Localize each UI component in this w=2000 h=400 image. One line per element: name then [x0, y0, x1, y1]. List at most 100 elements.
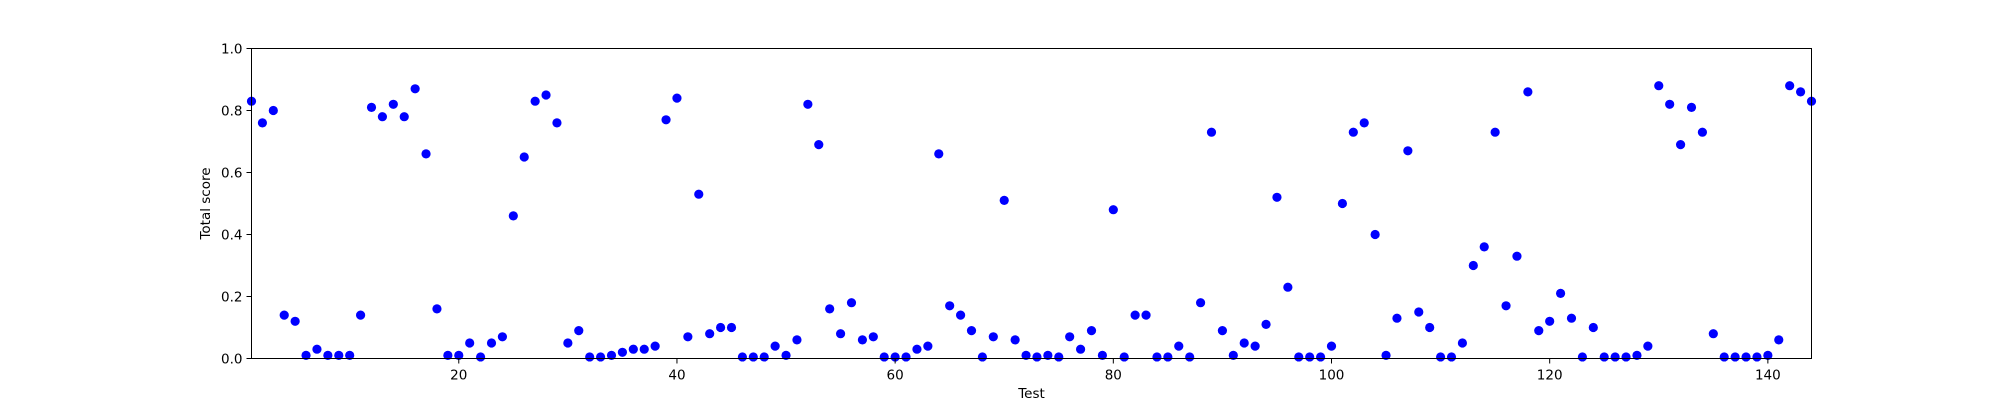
data-point [1446, 352, 1457, 362]
data-point [475, 352, 486, 362]
data-point [1763, 350, 1773, 360]
data-point [934, 149, 944, 159]
data-point [1686, 102, 1697, 112]
plot-frame [251, 48, 1812, 359]
data-point [628, 344, 638, 354]
data-point [661, 115, 671, 125]
data-point [879, 352, 889, 362]
data-point [1283, 282, 1293, 292]
data-point [1065, 332, 1075, 342]
data-point [1359, 118, 1369, 128]
data-point [1468, 260, 1478, 271]
x-tick-label: 140 [1755, 368, 1781, 384]
data-point [1719, 352, 1729, 362]
data-point [334, 350, 344, 360]
data-point [1414, 307, 1424, 317]
data-point [312, 344, 322, 354]
data-point [825, 304, 835, 314]
data-point [399, 112, 409, 122]
data-point [1195, 298, 1206, 308]
data-point [781, 350, 791, 360]
data-point [1545, 316, 1555, 326]
data-point [432, 304, 442, 314]
data-point [421, 149, 431, 159]
data-point [999, 195, 1009, 205]
data-point [563, 338, 573, 348]
y-tick-label: 1.0 [221, 42, 242, 58]
data-point [1697, 127, 1708, 137]
data-point [1108, 205, 1118, 215]
data-point [846, 298, 857, 308]
y-tick-label: 0.2 [221, 290, 242, 306]
data-point [345, 350, 355, 360]
data-point [1097, 350, 1108, 360]
data-points [246, 81, 1817, 362]
data-point [1174, 341, 1184, 351]
data-point [585, 352, 595, 362]
data-point [1588, 322, 1598, 333]
data-point [1490, 127, 1500, 137]
data-point [901, 352, 911, 362]
data-point [857, 335, 868, 345]
data-point [1708, 329, 1718, 339]
data-point [835, 329, 846, 339]
data-point [443, 350, 453, 360]
data-point [606, 350, 617, 360]
data-point [715, 322, 726, 333]
data-point [726, 322, 737, 333]
data-point [1555, 288, 1566, 298]
data-point [1479, 242, 1489, 252]
x-tick-label: 60 [887, 368, 904, 384]
data-point [912, 344, 922, 354]
data-point [1163, 352, 1173, 362]
data-point [1130, 310, 1140, 320]
x-tick-label: 80 [1105, 368, 1122, 384]
data-point [1425, 322, 1435, 333]
x-tick-label: 40 [668, 368, 685, 384]
data-point [1141, 310, 1151, 320]
data-point [1774, 335, 1784, 345]
data-point [1435, 352, 1446, 362]
data-point [1305, 352, 1315, 362]
y-axis-ticks: 0.0 0.2 0.4 0.6 0.8 1.0 [221, 42, 252, 368]
data-point [388, 99, 398, 109]
data-point [410, 84, 420, 94]
data-point [1370, 229, 1380, 240]
data-point [1643, 341, 1653, 351]
y-tick-label: 0.4 [221, 228, 242, 244]
data-point [1730, 352, 1740, 362]
data-point [1152, 352, 1162, 362]
data-point [541, 90, 551, 100]
data-point [1675, 140, 1686, 150]
y-tick-label: 0.8 [221, 104, 242, 120]
data-point [377, 112, 388, 122]
data-point [1217, 326, 1228, 336]
data-point [1010, 335, 1020, 345]
data-point [465, 338, 475, 348]
data-point [323, 350, 333, 360]
data-point [1337, 198, 1348, 209]
x-axis-label: Test [1017, 386, 1045, 400]
data-point [1403, 146, 1413, 156]
data-point [1381, 350, 1391, 360]
x-tick-label: 20 [450, 368, 467, 384]
data-point [770, 341, 780, 351]
data-point [955, 310, 966, 320]
data-point [257, 118, 268, 128]
data-point [366, 102, 377, 112]
data-point [1272, 192, 1282, 202]
data-point [868, 332, 878, 342]
data-point [1315, 352, 1326, 362]
data-point [552, 118, 562, 128]
data-point [1392, 313, 1402, 323]
data-point [1032, 352, 1042, 362]
data-point [1752, 352, 1762, 362]
data-point [923, 341, 933, 351]
data-point [1512, 251, 1522, 261]
data-point [1239, 338, 1249, 348]
data-point [574, 326, 584, 336]
data-point [803, 99, 813, 109]
data-point [1665, 99, 1675, 109]
data-point [977, 352, 988, 362]
x-tick-label: 100 [1319, 368, 1345, 384]
